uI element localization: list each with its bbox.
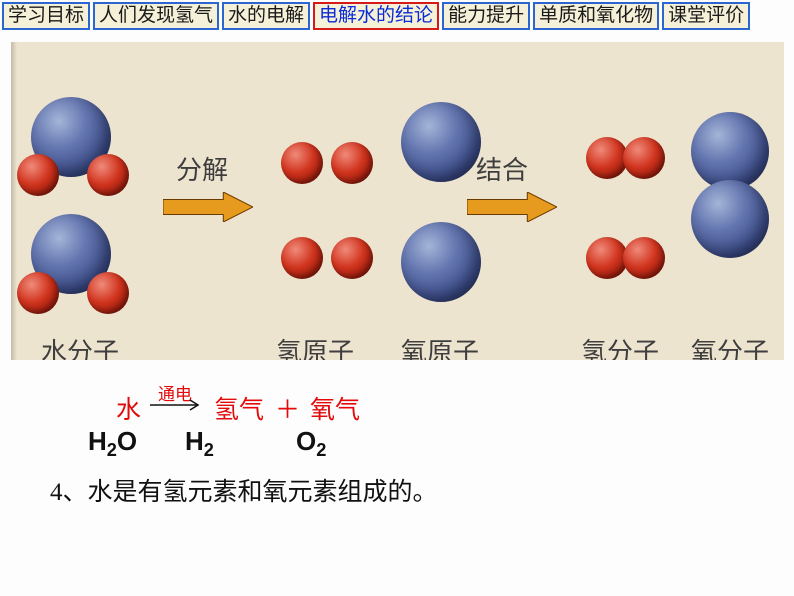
red-atom <box>623 137 665 179</box>
arrow-icon <box>163 192 253 222</box>
tab-discover-hydrogen[interactable]: 人们发现氢气 <box>93 2 219 30</box>
tab-electrolysis[interactable]: 水的电解 <box>222 2 310 30</box>
eq-water: 水 <box>116 390 141 426</box>
eq-plus: ＋ <box>275 390 300 426</box>
molecule-diagram: 分解 结合水分子 氢原子 氧原子 氢分子 氧分子 <box>11 42 784 360</box>
red-atom <box>331 142 373 184</box>
tab-learning-goal[interactable]: 学习目标 <box>2 2 90 30</box>
red-atom <box>17 154 59 196</box>
red-atom <box>623 237 665 279</box>
formula-h2: H2 <box>185 426 214 461</box>
red-atom <box>586 137 628 179</box>
red-atom <box>87 154 129 196</box>
tab-ability[interactable]: 能力提升 <box>442 2 530 30</box>
tab-class-review[interactable]: 课堂评价 <box>662 2 750 30</box>
red-atom <box>331 237 373 279</box>
red-atom <box>17 272 59 314</box>
molecule-label: 氢分子 <box>581 332 659 360</box>
blue-atom <box>401 102 481 182</box>
blue-atom <box>401 222 481 302</box>
red-atom <box>281 142 323 184</box>
red-atom <box>586 237 628 279</box>
formula-o2: O2 <box>296 426 326 461</box>
diagram-annotation: 结合 <box>476 150 528 187</box>
molecule-label: 水分子 <box>41 332 119 360</box>
red-atom <box>281 237 323 279</box>
tab-element-oxide[interactable]: 单质和氧化物 <box>533 2 659 30</box>
eq-o2: 氧气 <box>310 390 360 426</box>
eq-arrow-icon <box>148 398 218 412</box>
red-atom <box>87 272 129 314</box>
blue-atom <box>691 180 769 258</box>
molecule-label: 氢原子 <box>276 332 354 360</box>
formula-h2o: H2O <box>88 426 137 461</box>
arrow-icon <box>467 192 557 222</box>
tab-bar: 学习目标 人们发现氢气 水的电解 电解水的结论 能力提升 单质和氧化物 课堂评价 <box>0 0 794 32</box>
diagram-annotation: 分解 <box>176 150 228 187</box>
tab-electrolysis-conclusion[interactable]: 电解水的结论 <box>313 2 439 30</box>
eq-h2: 氢气 <box>214 390 264 426</box>
molecule-label: 氧原子 <box>401 332 479 360</box>
conclusion-line-4: 4、水是有氢元素和氧元素组成的。 <box>50 472 438 508</box>
molecule-label: 氧分子 <box>691 332 769 360</box>
blue-atom <box>691 112 769 190</box>
